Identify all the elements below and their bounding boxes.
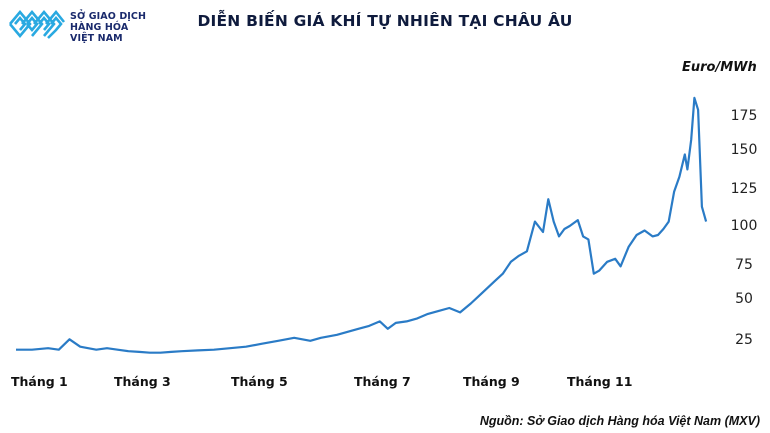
price-line bbox=[16, 96, 708, 354]
logo-line-1: SỞ GIAO DỊCH bbox=[70, 11, 147, 22]
logo-line-3: VIỆT NAM bbox=[70, 33, 123, 44]
source-note: Nguồn: Sở Giao dịch Hàng hóa Việt Nam (M… bbox=[479, 414, 760, 428]
logo-text: SỞ GIAO DỊCH HÀNG HÓA VIỆT NAM bbox=[70, 11, 146, 44]
y-tick-50: 50 bbox=[735, 291, 753, 307]
y-axis-unit: Euro/MWh bbox=[682, 60, 757, 75]
logo-line-2: HÀNG HÓA bbox=[70, 22, 129, 33]
y-tick-75: 75 bbox=[735, 257, 753, 273]
x-tick-thang-11: Tháng 11 bbox=[567, 374, 633, 389]
x-tick-thang-3: Tháng 3 bbox=[114, 374, 171, 389]
y-tick-25: 25 bbox=[735, 332, 753, 348]
mxv-diamond-logo-icon bbox=[9, 9, 66, 39]
x-tick-thang-5: Tháng 5 bbox=[231, 374, 288, 389]
x-tick-thang-9: Tháng 9 bbox=[463, 374, 520, 389]
y-tick-175: 175 bbox=[730, 108, 758, 124]
x-tick-thang-7: Tháng 7 bbox=[354, 374, 411, 389]
mxv-logo: SỞ GIAO DỊCH HÀNG HÓA VIỆT NAM bbox=[8, 6, 208, 46]
y-tick-100: 100 bbox=[730, 218, 758, 234]
y-tick-125: 125 bbox=[730, 181, 758, 197]
y-tick-150: 150 bbox=[730, 142, 758, 158]
chart-title: DIỄN BIẾN GIÁ KHÍ TỰ NHIÊN TẠI CHÂU ÂU bbox=[197, 12, 573, 30]
x-tick-thang-1: Tháng 1 bbox=[11, 374, 68, 389]
